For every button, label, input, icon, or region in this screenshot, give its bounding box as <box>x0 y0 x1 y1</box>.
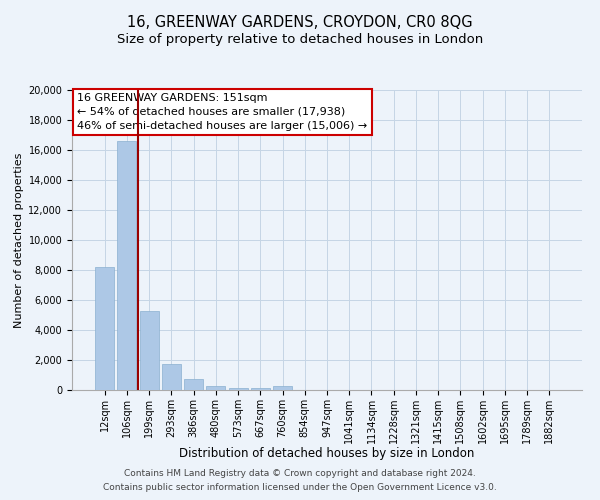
X-axis label: Distribution of detached houses by size in London: Distribution of detached houses by size … <box>179 448 475 460</box>
Bar <box>140 310 158 390</box>
Bar <box>118 141 136 390</box>
Text: Size of property relative to detached houses in London: Size of property relative to detached ho… <box>117 32 483 46</box>
Bar <box>206 386 225 390</box>
Bar <box>229 388 248 390</box>
Bar <box>162 364 181 390</box>
Y-axis label: Number of detached properties: Number of detached properties <box>14 152 24 328</box>
Bar <box>184 379 203 390</box>
Text: 16 GREENWAY GARDENS: 151sqm
← 54% of detached houses are smaller (17,938)
46% of: 16 GREENWAY GARDENS: 151sqm ← 54% of det… <box>77 93 367 131</box>
Text: Contains public sector information licensed under the Open Government Licence v3: Contains public sector information licen… <box>103 484 497 492</box>
Bar <box>251 388 270 390</box>
Bar <box>95 267 114 390</box>
Bar <box>273 386 292 390</box>
Text: Contains HM Land Registry data © Crown copyright and database right 2024.: Contains HM Land Registry data © Crown c… <box>124 468 476 477</box>
Text: 16, GREENWAY GARDENS, CROYDON, CR0 8QG: 16, GREENWAY GARDENS, CROYDON, CR0 8QG <box>127 15 473 30</box>
